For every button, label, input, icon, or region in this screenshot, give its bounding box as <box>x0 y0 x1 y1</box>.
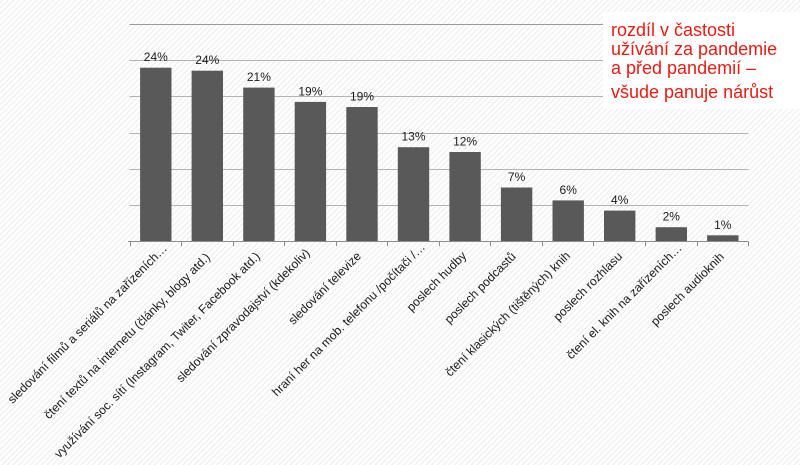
svg-text:6%: 6% <box>560 183 578 197</box>
svg-text:1%: 1% <box>714 218 732 232</box>
svg-text:24%: 24% <box>144 50 168 64</box>
svg-text:využívání soc. sítí (Instagram: využívání soc. sítí (Instagram, Twiter, … <box>52 249 263 460</box>
svg-text:24%: 24% <box>195 53 219 67</box>
svg-text:21%: 21% <box>247 70 271 84</box>
svg-text:4%: 4% <box>611 193 629 207</box>
svg-text:2%: 2% <box>663 210 681 224</box>
svg-text:13%: 13% <box>401 130 425 144</box>
svg-text:12%: 12% <box>453 135 477 149</box>
svg-text:19%: 19% <box>350 90 374 104</box>
svg-text:19%: 19% <box>298 84 322 98</box>
svg-text:7%: 7% <box>508 170 526 184</box>
